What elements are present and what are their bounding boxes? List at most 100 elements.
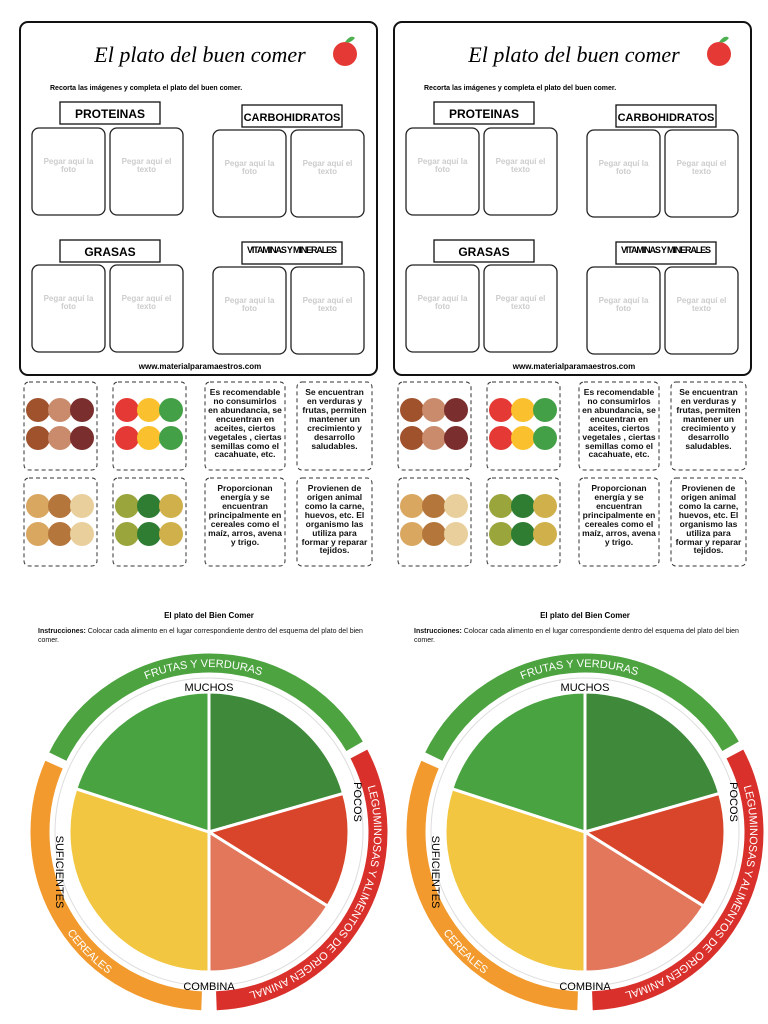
instructions-label: Instrucciones: (38, 628, 86, 635)
paste-box (586, 129, 661, 218)
paste-box (109, 127, 184, 216)
food-image (489, 426, 513, 450)
food-image (400, 494, 424, 518)
paste-label: Pegar aquí el texto (302, 296, 353, 313)
food-image (159, 494, 183, 518)
paste-box (664, 266, 739, 355)
food-image (137, 494, 161, 518)
inner-label: POCOS (727, 782, 739, 822)
food-image (511, 426, 535, 450)
paste-box (31, 127, 106, 216)
paste-label: Pegar aquí la foto (224, 296, 275, 313)
paste-label: Pegar aquí el texto (495, 157, 546, 174)
food-image (159, 522, 183, 546)
food-image (115, 522, 139, 546)
inner-label: MUCHOS (561, 682, 610, 694)
group-label: GRASAS (458, 245, 509, 259)
paste-label: Pegar aquí el texto (121, 157, 172, 174)
food-image (533, 426, 557, 450)
food-image (48, 522, 72, 546)
worksheet-title: El plato del buen comer (93, 42, 306, 67)
paste-label-wrap: Pegar aquí la foto (417, 294, 468, 311)
food-image (422, 494, 446, 518)
plate-segment (443, 786, 587, 974)
instructions: Recorta las imágenes y completa el plato… (424, 85, 616, 92)
paste-box (290, 266, 365, 355)
group-label-box (615, 104, 717, 128)
food-image (533, 398, 557, 422)
food-image (159, 426, 183, 450)
food-image (26, 398, 50, 422)
card-text: Es recomendable no consumirlos en abunda… (582, 387, 656, 460)
instructions: Recorta las imágenes y completa el plato… (50, 85, 242, 92)
food-image (444, 426, 468, 450)
paste-label: Pegar aquí la foto (43, 294, 94, 311)
paste-box (212, 266, 287, 355)
paste-label-wrap: Pegar aquí la foto (598, 159, 649, 176)
group-label: CARBOHIDRATOS (244, 112, 341, 124)
text-card (296, 381, 373, 471)
food-image-card (23, 477, 98, 567)
inner-label: MUCHOS (185, 682, 234, 694)
paste-box (664, 129, 739, 218)
card-text-wrap: Es recomendable no consumirlos en abunda… (208, 388, 282, 459)
food-image (115, 426, 139, 450)
paste-label: Pegar aquí la foto (417, 294, 468, 311)
paste-box (212, 129, 287, 218)
paste-label: Pegar aquí la foto (598, 159, 649, 176)
group-label-box (433, 101, 535, 125)
food-image (70, 494, 94, 518)
group-label: GRASAS (84, 245, 135, 259)
group-label: PROTEINAS (449, 107, 519, 121)
plate-segment (581, 791, 727, 909)
logo-leaf (719, 36, 729, 43)
group-label-box (241, 104, 343, 128)
food-image (70, 426, 94, 450)
plate-segment (583, 690, 722, 834)
food-image (26, 522, 50, 546)
plate-segment (588, 745, 767, 1014)
text-card (578, 477, 660, 567)
paste-box (586, 266, 661, 355)
food-image (511, 494, 535, 518)
paste-label-wrap: Pegar aquí el texto (677, 297, 727, 313)
footer: www.materialparamaestros.com (512, 362, 635, 371)
paste-label-wrap: Pegar aquí la foto (43, 294, 94, 311)
food-image (533, 522, 557, 546)
paste-label-wrap: Pegar aquí el texto (677, 160, 727, 176)
group-label: CARBOHIDRATOS (618, 112, 715, 124)
card-text-wrap: Es recomendable no consumirlos en abunda… (582, 387, 656, 460)
food-image-card (112, 477, 187, 567)
paste-label-wrap: Pegar aquí el texto (303, 160, 353, 176)
food-image-card (397, 381, 472, 471)
plate-title: El plato del Bien Comer (164, 611, 254, 620)
card-text: Se encuentran en verduras y frutas, perm… (676, 387, 741, 451)
paste-box (31, 264, 106, 353)
text-card (204, 477, 286, 567)
food-image (444, 398, 468, 422)
food-image (511, 522, 535, 546)
instructions-text: Colocar cada alimento en el lugar corres… (414, 628, 739, 645)
plate-segment (67, 786, 211, 974)
paste-label-wrap: Pegar aquí el texto (496, 295, 546, 311)
food-image (26, 494, 50, 518)
text-card (670, 381, 747, 471)
food-image (422, 522, 446, 546)
text-card (204, 381, 286, 471)
plate-segment (421, 650, 743, 765)
food-image (489, 398, 513, 422)
food-image (489, 494, 513, 518)
food-image (489, 522, 513, 546)
card-text: Provienen de origen animal como la carne… (301, 483, 368, 556)
inner-label: COMBINA (559, 981, 611, 993)
paste-label-wrap: Pegar aquí el texto (122, 295, 172, 311)
food-image (137, 522, 161, 546)
inner-label: SUFICIENTES (53, 836, 65, 909)
paste-box (290, 129, 365, 218)
food-image (400, 426, 424, 450)
footer: www.materialparamaestros.com (138, 362, 261, 371)
plate-segment (403, 756, 582, 1014)
plate-segment (583, 829, 706, 974)
card-text-wrap: Proporcionan energía y se encuentran pri… (582, 484, 656, 546)
food-image (137, 398, 161, 422)
